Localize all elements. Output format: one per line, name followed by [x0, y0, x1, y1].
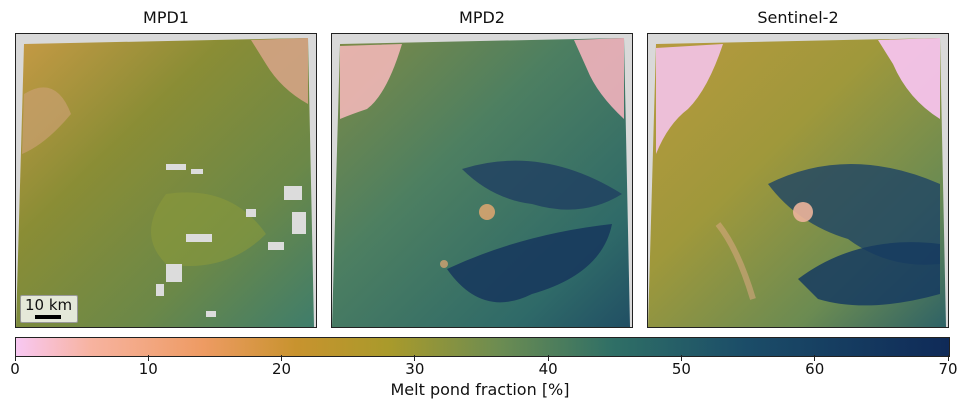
map-image-mpd1: [16, 38, 314, 327]
colorbar-tick-label: 70: [938, 360, 958, 378]
scalebar: 10 km: [20, 295, 78, 323]
scalebar-line: [35, 315, 61, 319]
panel-title-mpd1: MPD1: [143, 8, 189, 27]
map-image-sentinel2: [648, 38, 946, 327]
colorbar-tick-label: 40: [538, 360, 558, 378]
colorbar-tick: [14, 355, 16, 361]
colorbar-tick: [414, 355, 416, 361]
colorbar-tick-label: 20: [272, 360, 292, 378]
colorbar-tick: [147, 355, 149, 361]
colorbar-label: Melt pond fraction [%]: [390, 380, 570, 399]
panel-title-mpd2: MPD2: [459, 8, 505, 27]
colorbar-tick-label: 30: [405, 360, 425, 378]
colorbar-tick: [947, 355, 949, 361]
map-panel-mpd2: [331, 33, 633, 328]
colorbar-tick: [814, 355, 816, 361]
scalebar-label: 10 km: [25, 296, 73, 314]
colorbar-tick-label: 0: [10, 360, 20, 378]
colorbar-tick: [281, 355, 283, 361]
colorbar-tick-label: 50: [671, 360, 691, 378]
colorbar-tick-label: 60: [805, 360, 825, 378]
colorbar: [15, 337, 950, 357]
map-image-mpd2: [332, 38, 630, 327]
colorbar-tick-label: 10: [138, 360, 158, 378]
colorbar-tick: [680, 355, 682, 361]
colorbar-tick: [547, 355, 549, 361]
panel-title-sentinel2: Sentinel-2: [757, 8, 839, 27]
map-panel-sentinel2: [647, 33, 949, 328]
map-panel-mpd1: 10 km: [15, 33, 317, 328]
